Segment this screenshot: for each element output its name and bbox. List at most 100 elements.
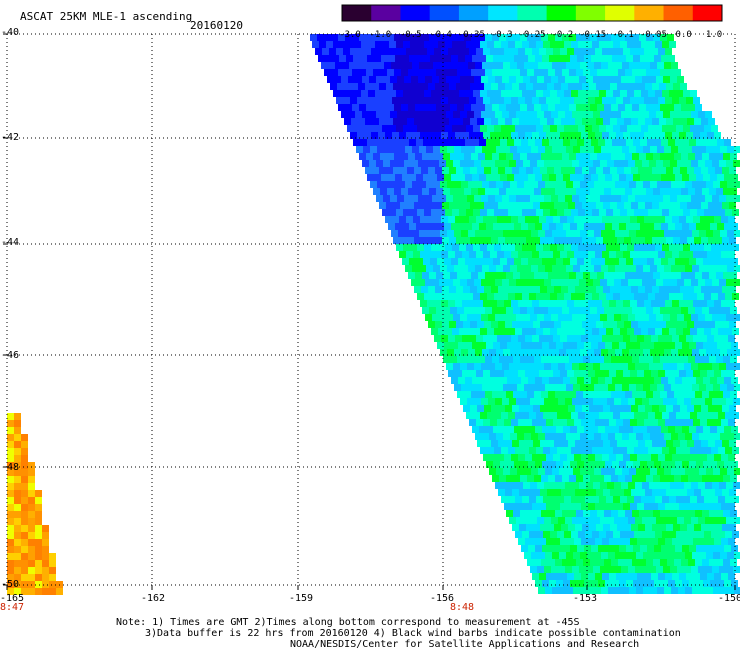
data-cell — [623, 370, 630, 377]
data-cell — [586, 566, 593, 573]
data-cell — [733, 314, 740, 321]
data-cell — [520, 69, 527, 76]
data-cell — [403, 41, 410, 48]
data-cell — [524, 265, 531, 272]
data-cell — [652, 440, 659, 447]
data-cell — [458, 174, 465, 181]
data-cell — [722, 202, 729, 209]
data-cell — [697, 496, 704, 503]
data-cell — [577, 258, 584, 265]
data-cell — [577, 545, 584, 552]
data-cell — [611, 391, 618, 398]
data-cell — [676, 293, 683, 300]
data-cell — [548, 69, 555, 76]
data-cell — [581, 216, 588, 223]
data-cell — [707, 419, 714, 426]
data-cell — [21, 588, 28, 595]
data-cell — [708, 286, 715, 293]
data-cell — [598, 461, 605, 468]
data-cell — [542, 461, 549, 468]
data-cell — [457, 188, 464, 195]
data-cell — [693, 419, 700, 426]
data-cell — [599, 90, 606, 97]
data-cell — [548, 272, 555, 279]
data-cell — [631, 405, 638, 412]
data-cell — [603, 237, 610, 244]
data-cell — [703, 223, 710, 230]
data-cell — [609, 503, 616, 510]
data-cell — [705, 566, 712, 573]
data-cell — [561, 440, 568, 447]
data-cell — [379, 167, 386, 174]
data-cell — [531, 468, 538, 475]
data-cell — [527, 356, 534, 363]
data-cell — [483, 335, 490, 342]
data-cell — [622, 433, 629, 440]
data-cell — [618, 69, 625, 76]
data-cell — [464, 188, 471, 195]
data-cell — [653, 510, 660, 517]
data-cell — [563, 139, 570, 146]
data-cell — [438, 41, 445, 48]
data-cell — [56, 588, 63, 595]
data-cell — [671, 349, 678, 356]
data-cell — [568, 167, 575, 174]
data-cell — [696, 545, 703, 552]
data-cell — [626, 55, 633, 62]
data-cell — [511, 132, 518, 139]
data-cell — [629, 230, 636, 237]
data-cell — [711, 328, 718, 335]
data-cell — [717, 461, 724, 468]
data-cell — [437, 223, 444, 230]
data-cell — [346, 55, 353, 62]
data-cell — [315, 48, 322, 55]
data-cell — [424, 125, 431, 132]
data-cell — [647, 342, 654, 349]
data-cell — [553, 454, 560, 461]
data-cell — [626, 258, 633, 265]
data-cell — [682, 258, 689, 265]
data-cell — [539, 573, 546, 580]
data-cell — [699, 587, 706, 594]
data-cell — [642, 111, 649, 118]
data-cell — [616, 503, 623, 510]
data-cell — [491, 167, 498, 174]
data-cell — [524, 181, 531, 188]
data-cell — [438, 244, 445, 251]
data-cell — [599, 244, 606, 251]
data-cell — [716, 559, 723, 566]
data-cell — [535, 545, 542, 552]
data-cell — [728, 370, 735, 377]
data-cell — [572, 314, 579, 321]
data-cell — [592, 328, 599, 335]
data-cell — [464, 391, 471, 398]
data-cell — [714, 216, 721, 223]
data-cell — [643, 349, 650, 356]
data-cell — [626, 174, 633, 181]
data-cell — [438, 90, 445, 97]
data-cell — [565, 111, 572, 118]
data-cell — [458, 139, 465, 146]
data-cell — [668, 174, 675, 181]
data-cell — [649, 279, 656, 286]
data-cell — [582, 167, 589, 174]
data-cell — [658, 335, 665, 342]
data-cell — [502, 111, 509, 118]
data-cell — [611, 307, 618, 314]
data-cell — [644, 216, 651, 223]
data-cell — [585, 41, 592, 48]
data-cell — [650, 587, 657, 594]
data-cell — [663, 279, 670, 286]
data-cell — [727, 468, 734, 475]
data-cell — [696, 139, 703, 146]
data-cell — [687, 489, 694, 496]
data-cell — [700, 370, 707, 377]
data-cell — [387, 69, 394, 76]
data-cell — [379, 202, 386, 209]
data-cell — [728, 335, 735, 342]
data-cell — [574, 251, 581, 258]
data-cell — [643, 433, 650, 440]
data-cell — [613, 244, 620, 251]
data-cell — [677, 314, 684, 321]
data-cell — [729, 321, 736, 328]
